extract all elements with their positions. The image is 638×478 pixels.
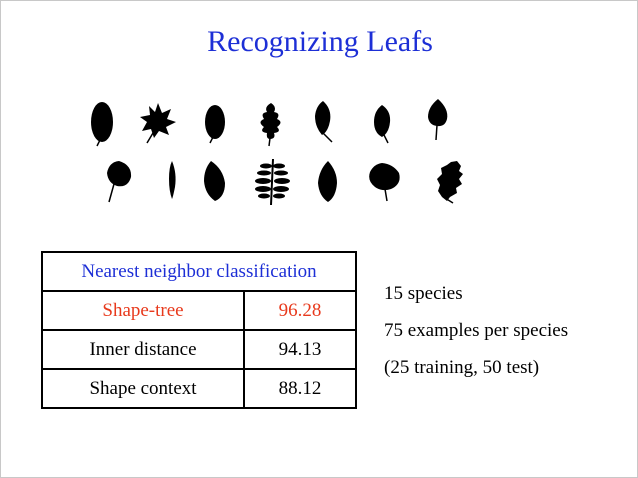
maple-leaf-icon — [140, 103, 176, 144]
table-header: Nearest neighbor classification — [41, 251, 357, 292]
method-cell: Shape context — [41, 368, 245, 409]
table-row: Inner distance 94.13 — [41, 329, 357, 370]
table-row: Shape-tree 96.28 — [41, 290, 357, 331]
pointed-leaf-icon — [315, 101, 333, 143]
score-cell: 88.12 — [243, 368, 357, 409]
results-table: Nearest neighbor classification Shape-tr… — [41, 251, 357, 409]
table-header-row: Nearest neighbor classification — [41, 251, 357, 292]
train-test-split: (25 training, 50 test) — [384, 357, 540, 378]
compound-leaf-icon — [255, 158, 290, 206]
method-cell: Inner distance — [41, 329, 245, 370]
heart-leaf-icon — [428, 99, 448, 141]
oak-leaf-icon — [260, 103, 281, 147]
narrow-leaf-icon — [169, 161, 176, 199]
oval-leaf-icon — [318, 161, 337, 202]
species-count: 15 species — [384, 283, 463, 304]
table-row: Shape context 88.12 — [41, 368, 357, 409]
serrated-leaf-icon — [437, 161, 463, 204]
heart-leaf-icon — [369, 163, 400, 202]
dataset-info: 15 species 75 examples per species (25 t… — [384, 281, 568, 392]
oval-leaf-icon — [205, 105, 225, 144]
method-cell: Shape-tree — [41, 290, 245, 331]
leaf-gallery — [91, 99, 463, 206]
examples-per-species: 75 examples per species — [384, 320, 569, 341]
oval-leaf-icon — [91, 102, 113, 147]
oval-leaf-icon — [374, 105, 391, 144]
round-leaf-icon — [107, 161, 132, 203]
score-cell: 94.13 — [243, 329, 357, 370]
score-cell: 96.28 — [243, 290, 357, 331]
oval-leaf-icon — [204, 161, 225, 201]
slide-title: Recognizing Leafs — [207, 25, 433, 58]
